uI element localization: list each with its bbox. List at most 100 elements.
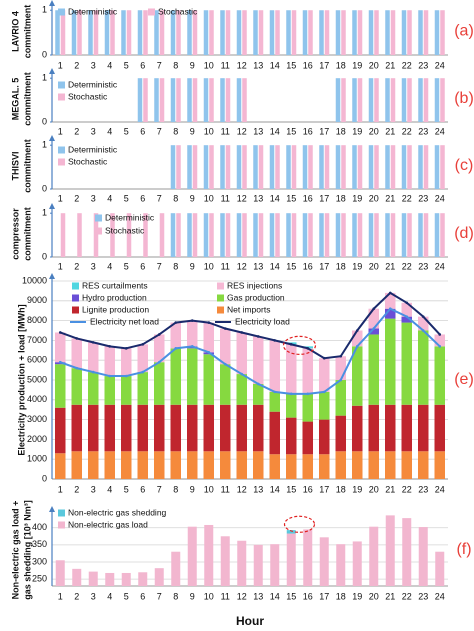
axis-arrow [49,506,55,512]
panel-label: (e) [454,371,474,388]
panel-label: (d) [454,225,474,242]
legend-swatch [58,8,65,16]
y-tick-label: 1 [42,5,47,15]
x-tick-label: 1 [58,60,63,70]
bar [242,145,247,189]
bar-segment [269,340,280,392]
bar-segment [401,316,412,323]
x-tick-label: 11 [221,261,230,271]
bar [258,145,264,189]
bar [88,10,93,56]
bar-segment [335,356,346,380]
bar-segment [385,451,396,479]
bar-segment [401,404,412,452]
line-point [372,307,376,311]
legend-swatch [58,521,65,529]
bar [143,10,148,56]
axis-arrow [49,273,55,279]
bar-segment [105,572,115,586]
bar [407,78,412,122]
x-tick-label: 4 [107,193,112,203]
bar [55,10,60,56]
y-tick-label: 7000 [27,335,47,345]
x-tick-label: 8 [173,261,178,271]
bar [60,213,66,257]
bar [203,145,209,189]
bar-segment [319,358,330,392]
x-tick-label: 7 [157,126,162,136]
x-tick-label: 14 [270,591,280,601]
bar [335,145,341,189]
legend-swatch [58,81,65,89]
legend-label: Stochastic [68,156,108,166]
line-point [207,321,211,324]
bar-segment [121,572,131,586]
bar-segment [302,454,313,479]
y-axis-label: Electricity production + load [MWh] [16,304,26,455]
bar-segment [71,368,82,405]
x-tick-label: 2 [74,261,79,271]
line-point [207,350,211,354]
x-tick-label: 13 [253,261,263,271]
bar-segment [170,404,181,452]
bar-segment [286,393,297,418]
bar-segment [203,451,214,479]
bar [418,78,423,122]
bar [121,10,126,56]
legend-label: RES curtailments [82,280,148,290]
bar [192,78,198,122]
x-tick-label: 18 [336,193,346,203]
x-tick-label: 18 [336,60,346,70]
line-point [157,333,161,336]
x-tick-label: 9 [190,126,195,136]
bar [423,213,429,257]
legend-label: Stochastic [158,6,198,16]
bar [357,78,363,122]
x-tick-label: 18 [336,591,346,601]
bar [324,145,330,189]
bar-segment [88,451,99,479]
x-tick-label: 13 [253,484,263,494]
x-tick-label: 20 [369,60,379,70]
bar [220,213,225,257]
x-tick-label: 14 [270,60,280,70]
legend-swatch [217,294,224,302]
bar-segment [368,328,379,335]
x-tick-label: 19 [352,60,362,70]
bar [269,10,275,56]
y-tick-label: 0 [42,116,47,126]
bar-segment [171,551,181,586]
bar [308,10,313,56]
x-tick-label: 12 [237,591,247,601]
bar-segment [203,322,214,353]
bar [225,78,231,122]
bar-segment [319,419,330,455]
line-point [289,392,293,396]
line-point [372,327,376,330]
bar-segment [434,346,445,405]
line-point [75,366,79,370]
x-tick-label: 13 [253,193,263,203]
bar-segment [319,454,330,479]
bar [286,213,291,257]
bar [335,10,341,56]
x-tick-label: 9 [190,60,195,70]
y-tick-label: 0 [42,473,47,483]
bar-segment [104,376,115,405]
bar [418,213,423,257]
y-tick-label: 0 [42,251,47,261]
bar-segment [418,316,429,331]
bar-segment [137,372,148,405]
x-tick-label: 19 [352,591,362,601]
line-point [256,382,260,386]
x-tick-label: 6 [140,484,145,494]
bar-segment [154,404,165,452]
legend-label: Lignite production [82,304,149,314]
x-tick-label: 7 [157,484,162,494]
bar-segment [71,404,82,452]
bar [253,10,258,56]
y-tick-label: 4000 [27,394,47,404]
bar [291,213,297,257]
bar [374,78,379,122]
legend-label: Stochastic [105,225,145,235]
